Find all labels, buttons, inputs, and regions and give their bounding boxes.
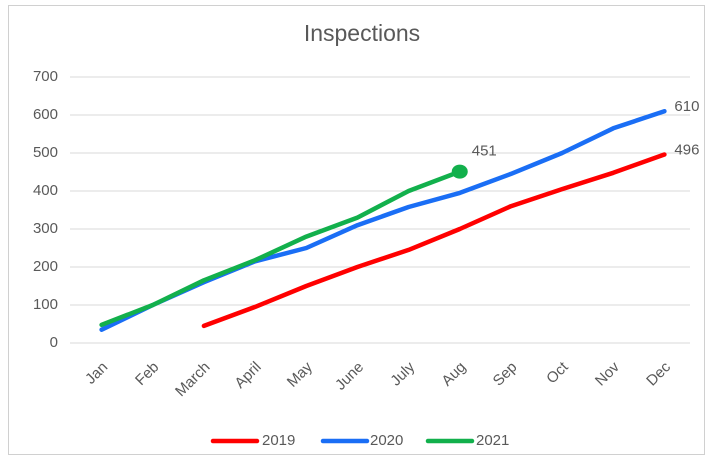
series-line [99,169,463,328]
y-tick-label: 700 [33,68,58,85]
point-marker [451,164,468,179]
legend-label: 2020 [370,432,403,449]
y-tick-label: 500 [33,144,58,161]
y-tick-label: 200 [33,258,58,275]
data-label: 610 [674,98,699,115]
chart-title: Inspections [304,20,420,46]
y-tick-label: 100 [33,296,58,313]
data-label: 451 [472,143,497,160]
data-label: 496 [674,141,699,158]
series-line [201,152,667,329]
legend-label: 2019 [262,432,295,449]
y-tick-label: 400 [33,182,58,199]
y-tick-label: 600 [33,106,58,123]
legend-label: 2021 [476,432,509,449]
y-tick-label: 300 [33,220,58,237]
y-tick-label: 0 [50,334,58,351]
chart-border [8,5,705,455]
